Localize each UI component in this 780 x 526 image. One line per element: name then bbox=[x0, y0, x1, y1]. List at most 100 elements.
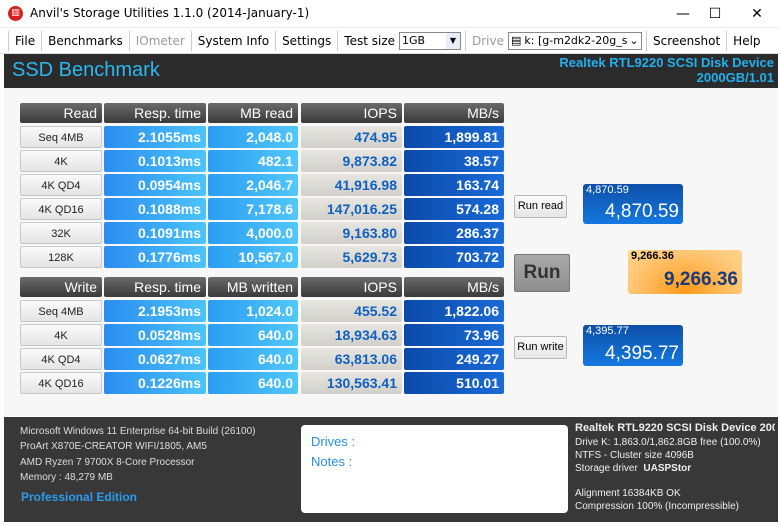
write-header-cell: MB written bbox=[208, 277, 298, 297]
test-size-label: Test size bbox=[337, 30, 395, 51]
menu-benchmarks[interactable]: Benchmarks bbox=[41, 30, 129, 51]
driver-value: UASPStor bbox=[643, 463, 692, 474]
read-cell: 286.37 bbox=[404, 222, 504, 244]
menu-system-info[interactable]: System Info bbox=[190, 30, 275, 51]
read-cell: 0.1776ms bbox=[104, 246, 206, 268]
read-header-cell: Resp. time bbox=[104, 103, 206, 123]
page-title: SSD Benchmark bbox=[12, 59, 160, 81]
read-test-button[interactable]: 4K QD16 bbox=[20, 198, 102, 220]
write-cell: 510.01 bbox=[404, 372, 504, 394]
read-cell: 7,178.6 bbox=[208, 198, 298, 220]
read-header-cell: IOPS bbox=[301, 103, 402, 123]
read-score: 4,870.59 4,870.59 bbox=[583, 184, 683, 224]
write-score-small: 4,395.77 bbox=[586, 325, 629, 337]
read-score-value: 4,870.59 bbox=[605, 201, 679, 222]
maximize-button[interactable]: ☐ bbox=[708, 6, 722, 22]
close-button[interactable]: ✕ bbox=[751, 6, 763, 22]
board-info: ProArt X870E-CREATOR WIFI/1805, AM5 bbox=[20, 441, 207, 452]
read-cell: 9,163.80 bbox=[301, 222, 402, 244]
test-size-select[interactable]: 1GB ▼ bbox=[399, 31, 461, 50]
cpu-info: AMD Ryzen 7 9700X 8-Core Processor bbox=[20, 457, 195, 468]
chevron-down-icon: ⌄ bbox=[629, 33, 639, 47]
device-info: 2000GB/1.01 bbox=[696, 70, 774, 85]
read-cell: 474.95 bbox=[301, 126, 402, 148]
write-cell: 2.1953ms bbox=[104, 300, 206, 322]
benchmark-header: SSD Benchmark Realtek RTL9220 SCSI Disk … bbox=[4, 54, 778, 88]
write-header-cell: IOPS bbox=[301, 277, 402, 297]
read-header-cell: MB read bbox=[208, 103, 298, 123]
read-cell: 2,048.0 bbox=[208, 126, 298, 148]
footer-device: Realtek RTL9220 SCSI Disk Device 200 bbox=[575, 422, 775, 434]
storage-driver: Storage driver UASPStor bbox=[575, 463, 691, 474]
title-bar: ▥ Anvil's Storage Utilities 1.1.0 (2014-… bbox=[0, 0, 780, 28]
write-score: 4,395.77 4,395.77 bbox=[583, 325, 683, 366]
drive-label: Drive bbox=[465, 30, 504, 51]
minimize-button[interactable]: — bbox=[676, 6, 690, 22]
menu-iometer: IOmeter bbox=[128, 30, 191, 51]
write-cell: 455.52 bbox=[301, 300, 402, 322]
total-score: 9,266.36 9,266.36 bbox=[628, 250, 742, 294]
read-cell: 0.1091ms bbox=[104, 222, 206, 244]
drive-select[interactable]: ▤k: [g-m2dk2-20g_san⌄ bbox=[508, 31, 642, 50]
device-model: Realtek RTL9220 SCSI Disk Device bbox=[559, 55, 774, 70]
read-cell: 0.1013ms bbox=[104, 150, 206, 172]
read-cell: 2.1055ms bbox=[104, 126, 206, 148]
drives-label: Drives : bbox=[311, 434, 356, 449]
menu-help[interactable]: Help bbox=[726, 30, 766, 51]
write-cell: 640.0 bbox=[208, 348, 298, 370]
read-cell: 147,016.25 bbox=[301, 198, 402, 220]
read-test-button[interactable]: Seq 4MB bbox=[20, 126, 102, 148]
edition-label: Professional Edition bbox=[21, 490, 138, 504]
write-cell: 130,563.41 bbox=[301, 372, 402, 394]
read-header-cell: MB/s bbox=[404, 103, 504, 123]
notes-label: Notes : bbox=[311, 454, 353, 469]
write-test-button[interactable]: 4K QD16 bbox=[20, 372, 102, 394]
write-cell: 63,813.06 bbox=[301, 348, 402, 370]
read-header-cell: Read bbox=[20, 103, 102, 123]
notes-box[interactable]: Drives : Notes : bbox=[301, 425, 568, 513]
total-score-value: 9,266.36 bbox=[664, 269, 738, 290]
menu-file[interactable]: File bbox=[8, 30, 41, 51]
drive-icon: ▤ bbox=[511, 33, 522, 47]
read-cell: 163.74 bbox=[404, 174, 504, 196]
write-cell: 0.1226ms bbox=[104, 372, 206, 394]
toolbar: File Benchmarks IOmeter System Info Sett… bbox=[0, 28, 780, 54]
system-info-footer: Microsoft Windows 11 Enterprise 64-bit B… bbox=[4, 417, 778, 522]
write-cell: 0.0627ms bbox=[104, 348, 206, 370]
write-score-value: 4,395.77 bbox=[605, 343, 679, 364]
read-cell: 0.1088ms bbox=[104, 198, 206, 220]
read-test-button[interactable]: 32K bbox=[20, 222, 102, 244]
run-read-button[interactable]: Run read bbox=[514, 195, 567, 218]
read-test-button[interactable]: 4K QD4 bbox=[20, 174, 102, 196]
write-cell: 0.0528ms bbox=[104, 324, 206, 346]
write-cell: 640.0 bbox=[208, 324, 298, 346]
read-score-small: 4,870.59 bbox=[586, 184, 629, 196]
device-name: Realtek RTL9220 SCSI Disk Device 2000GB/1… bbox=[559, 55, 774, 85]
read-cell: 2,046.7 bbox=[208, 174, 298, 196]
read-cell: 41,916.98 bbox=[301, 174, 402, 196]
run-button[interactable]: Run bbox=[514, 254, 570, 292]
write-cell: 73.96 bbox=[404, 324, 504, 346]
write-test-button[interactable]: Seq 4MB bbox=[20, 300, 102, 322]
run-write-button[interactable]: Run write bbox=[514, 336, 567, 359]
window-title: Anvil's Storage Utilities 1.1.0 (2014-Ja… bbox=[30, 6, 310, 20]
read-cell: 574.28 bbox=[404, 198, 504, 220]
drive-free: Drive K: 1,863.0/1,862.8GB free (100.0%) bbox=[575, 437, 761, 448]
read-test-button[interactable]: 128K bbox=[20, 246, 102, 268]
read-cell: 9,873.82 bbox=[301, 150, 402, 172]
read-test-button[interactable]: 4K bbox=[20, 150, 102, 172]
write-cell: 640.0 bbox=[208, 372, 298, 394]
app-icon: ▥ bbox=[8, 6, 23, 21]
menu-settings[interactable]: Settings bbox=[275, 30, 337, 51]
read-cell: 1,899.81 bbox=[404, 126, 504, 148]
write-header-cell: Write bbox=[20, 277, 102, 297]
read-cell: 703.72 bbox=[404, 246, 504, 268]
write-test-button[interactable]: 4K QD4 bbox=[20, 348, 102, 370]
write-header-cell: Resp. time bbox=[104, 277, 206, 297]
menu-screenshot[interactable]: Screenshot bbox=[646, 30, 726, 51]
write-cell: 1,024.0 bbox=[208, 300, 298, 322]
alignment-info: Alignment 16384KB OK bbox=[575, 488, 681, 499]
write-test-button[interactable]: 4K bbox=[20, 324, 102, 346]
read-cell: 0.0954ms bbox=[104, 174, 206, 196]
memory-info: Memory : 48,279 MB bbox=[20, 472, 113, 483]
